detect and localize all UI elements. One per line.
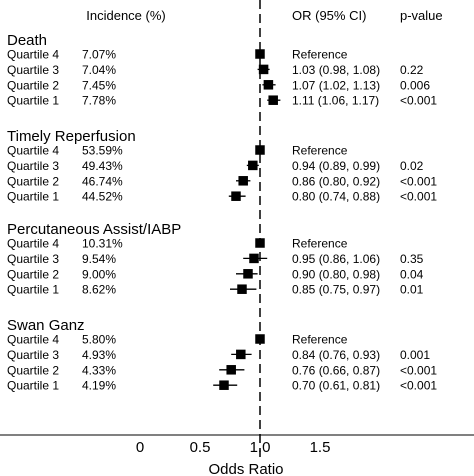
row-label: Quartile 1 [7, 94, 59, 108]
point-estimate [249, 253, 259, 264]
header-incidence: Incidence (%) [86, 8, 165, 23]
row-or-ci: 0.86 (0.80, 0.92) [292, 174, 380, 188]
row-or-ci: Reference [292, 48, 348, 62]
row-incidence: 5.80% [82, 333, 116, 347]
x-tick-label: 1.5 [310, 439, 331, 456]
row-or-ci: 0.84 (0.76, 0.93) [292, 348, 380, 362]
row-or-ci: 0.70 (0.61, 0.81) [292, 379, 380, 393]
row-or-ci: 0.90 (0.80, 0.98) [292, 267, 380, 281]
point-estimate [237, 284, 247, 294]
row-incidence: 4.93% [82, 348, 116, 362]
point-estimate [248, 160, 258, 171]
x-axis-ticks: 0 0.5 1.0 1.5 [136, 439, 331, 456]
row-or-ci: Reference [292, 333, 348, 347]
point-estimate [255, 145, 265, 155]
x-tick-label: 1.0 [250, 439, 271, 456]
row-label: Quartile 3 [7, 252, 59, 266]
header-or: OR (95% CI) [292, 8, 366, 23]
row-p-value: <0.001 [400, 190, 437, 204]
row-or-ci: 1.03 (0.98, 1.08) [292, 63, 380, 77]
row-label: Quartile 2 [7, 267, 59, 281]
row-p-value: <0.001 [400, 363, 437, 377]
row-incidence: 53.59% [82, 144, 123, 158]
group-title: Timely Reperfusion [7, 128, 136, 145]
row-incidence: 7.07% [82, 48, 116, 62]
row-label: Quartile 4 [7, 333, 59, 347]
row-incidence: 46.74% [82, 174, 123, 188]
row-incidence: 8.62% [82, 283, 116, 297]
row-incidence: 4.33% [82, 363, 116, 377]
row-label: Quartile 1 [7, 283, 59, 297]
x-tick-label: 0 [136, 439, 144, 456]
row-p-value: 0.02 [400, 159, 424, 173]
row-label: Quartile 3 [7, 63, 59, 77]
row-label: Quartile 3 [7, 348, 59, 362]
row-incidence: 7.78% [82, 94, 116, 108]
group-title: Death [7, 32, 47, 49]
group-title: Swan Ganz [7, 317, 85, 334]
point-estimate [268, 95, 278, 105]
group-title: Percutaneous Assist/IABP [7, 221, 181, 238]
row-or-ci: Reference [292, 144, 348, 158]
row-p-value: <0.001 [400, 379, 437, 393]
row-incidence: 10.31% [82, 237, 123, 251]
x-tick-label: 0.5 [190, 439, 211, 456]
header-p-value: p-value [400, 8, 443, 23]
row-p-value: 0.001 [400, 348, 430, 362]
row-incidence: 7.45% [82, 78, 116, 92]
row-or-ci: 0.94 (0.89, 0.99) [292, 159, 380, 173]
row-label: Quartile 2 [7, 363, 59, 377]
row-label: Quartile 3 [7, 159, 59, 173]
row-p-value: 0.22 [400, 63, 424, 77]
point-estimate [255, 49, 265, 59]
row-p-value: 0.35 [400, 252, 424, 266]
row-label: Quartile 4 [7, 144, 59, 158]
row-or-ci: 0.76 (0.66, 0.87) [292, 363, 380, 377]
point-estimate [238, 176, 248, 186]
row-label: Quartile 2 [7, 78, 59, 92]
row-p-value: 0.01 [400, 283, 424, 297]
row-label: Quartile 4 [7, 48, 59, 62]
row-label: Quartile 1 [7, 190, 59, 204]
row-incidence: 4.19% [82, 379, 116, 393]
row-label: Quartile 4 [7, 237, 59, 251]
row-or-ci: 0.85 (0.75, 0.97) [292, 283, 380, 297]
point-estimate [226, 365, 236, 375]
point-estimate [243, 269, 253, 279]
point-estimate [219, 380, 229, 390]
row-label: Quartile 1 [7, 379, 59, 393]
row-or-ci: 1.11 (1.06, 1.17) [292, 94, 379, 108]
point-estimate [231, 191, 241, 201]
row-label: Quartile 2 [7, 174, 59, 188]
row-incidence: 9.54% [82, 252, 116, 266]
point-estimate [263, 80, 274, 90]
row-p-value: <0.001 [400, 174, 437, 188]
row-incidence: 44.52% [82, 190, 123, 204]
row-p-value: <0.001 [400, 94, 437, 108]
row-or-ci: 0.80 (0.74, 0.88) [292, 190, 380, 204]
row-p-value: 0.04 [400, 267, 424, 281]
row-or-ci: 0.95 (0.86, 1.06) [292, 252, 380, 266]
row-incidence: 7.04% [82, 63, 116, 77]
point-estimate [258, 64, 269, 75]
x-axis-label: Odds Ratio [208, 461, 283, 476]
row-or-ci: 1.07 (1.02, 1.13) [292, 78, 380, 92]
row-or-ci: Reference [292, 237, 348, 251]
point-estimate [236, 349, 246, 360]
row-incidence: 49.43% [82, 159, 123, 173]
row-incidence: 9.00% [82, 267, 116, 281]
row-p-value: 0.006 [400, 78, 430, 92]
